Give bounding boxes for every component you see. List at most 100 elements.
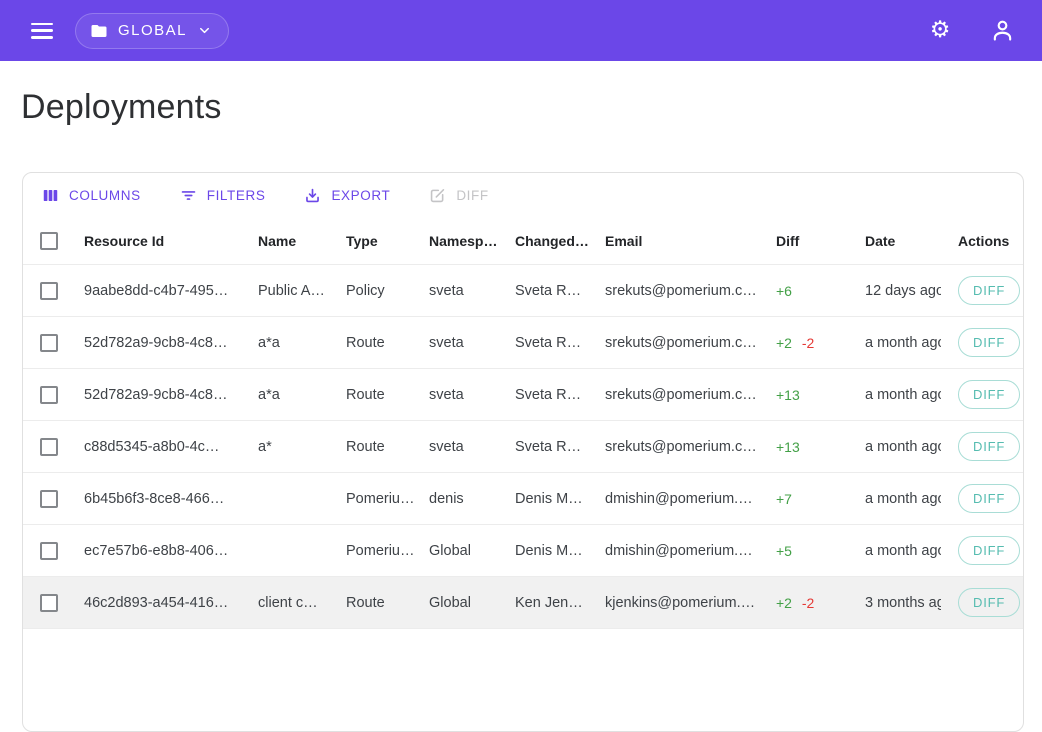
resource-id-cell: 6b45b6f3-8ce8-466… bbox=[84, 490, 225, 507]
date-cell: a month ago bbox=[865, 438, 941, 455]
row-checkbox[interactable] bbox=[40, 333, 58, 352]
row-diff-button[interactable]: DIFF bbox=[958, 484, 1021, 513]
col-type: Type bbox=[346, 232, 378, 249]
date-cell: a month ago bbox=[865, 542, 941, 559]
row-checkbox-cell bbox=[23, 333, 84, 352]
row-checkbox[interactable] bbox=[40, 385, 58, 404]
settings-button[interactable]: ⚙ bbox=[920, 11, 960, 51]
diff-cell: +2 -2 bbox=[776, 335, 865, 351]
email-cell: dmishin@pomerium.… bbox=[605, 542, 753, 559]
email-cell: kjenkins@pomerium.… bbox=[605, 594, 756, 611]
type-cell: Pomeriu… bbox=[346, 542, 415, 559]
date-cell: 3 months ago bbox=[865, 594, 941, 611]
view-columns-icon bbox=[41, 186, 60, 205]
row-checkbox-cell bbox=[23, 281, 84, 300]
row-diff-button[interactable]: DIFF bbox=[958, 380, 1021, 409]
row-checkbox[interactable] bbox=[40, 489, 58, 508]
actions-cell: DIFF bbox=[958, 432, 1023, 461]
row-checkbox[interactable] bbox=[40, 281, 58, 300]
diff-additions: +6 bbox=[776, 282, 792, 299]
filters-button[interactable]: FILTERS bbox=[179, 186, 266, 205]
actions-cell: DIFF bbox=[958, 588, 1023, 617]
menu-icon[interactable] bbox=[31, 22, 53, 39]
resource-id-cell: 9aabe8dd-c4b7-495… bbox=[84, 282, 229, 299]
diff-cell: +13 bbox=[776, 439, 865, 455]
row-checkbox[interactable] bbox=[40, 593, 58, 612]
col-name: Name bbox=[258, 232, 297, 249]
filters-label: FILTERS bbox=[206, 188, 266, 203]
table-row: 46c2d893-a454-416… client c… Route Globa… bbox=[23, 576, 1023, 628]
table-row: c88d5345-a8b0-4c… a* Route sveta Sveta R… bbox=[23, 420, 1023, 472]
resource-id-cell: 46c2d893-a454-416… bbox=[84, 594, 229, 611]
row-checkbox[interactable] bbox=[40, 437, 58, 456]
diff-additions: +2 bbox=[776, 334, 792, 351]
row-diff-button[interactable]: DIFF bbox=[958, 588, 1021, 617]
export-label: EXPORT bbox=[331, 188, 391, 203]
email-cell: srekuts@pomerium.c… bbox=[605, 438, 757, 455]
email-cell: srekuts@pomerium.c… bbox=[605, 282, 757, 299]
diff-cell: +7 bbox=[776, 491, 865, 507]
name-cell: a*a bbox=[258, 386, 280, 403]
row-diff-button[interactable]: DIFF bbox=[958, 276, 1021, 305]
email-cell: srekuts@pomerium.c… bbox=[605, 386, 757, 403]
changed-by-cell: Sveta R… bbox=[515, 438, 582, 455]
col-namespace: Namesp… bbox=[429, 232, 498, 249]
namespace-label: GLOBAL bbox=[118, 22, 188, 39]
email-cell: srekuts@pomerium.c… bbox=[605, 334, 757, 351]
table-toolbar: COLUMNS FILTERS EXPORT DIFF bbox=[23, 173, 1023, 217]
account-button[interactable] bbox=[982, 11, 1022, 51]
folder-icon bbox=[90, 22, 108, 40]
actions-cell: DIFF bbox=[958, 328, 1023, 357]
type-cell: Pomeriu… bbox=[346, 490, 415, 507]
type-cell: Route bbox=[346, 594, 385, 611]
table-row: 6b45b6f3-8ce8-466… Pomeriu… denis Denis … bbox=[23, 472, 1023, 524]
name-cell: Public A… bbox=[258, 282, 325, 299]
row-checkbox[interactable] bbox=[40, 541, 58, 560]
date-cell: a month ago bbox=[865, 490, 941, 507]
export-button[interactable]: EXPORT bbox=[303, 186, 390, 205]
diff-cell: +2 -2 bbox=[776, 595, 865, 611]
row-diff-button[interactable]: DIFF bbox=[958, 536, 1021, 565]
changed-by-cell: Sveta R… bbox=[515, 282, 582, 299]
app-bar: GLOBAL ⚙ bbox=[0, 0, 1042, 61]
changed-by-cell: Sveta R… bbox=[515, 386, 582, 403]
row-checkbox-cell bbox=[23, 437, 84, 456]
namespace-cell: sveta bbox=[429, 438, 464, 455]
partial-next-row bbox=[23, 628, 1023, 638]
resource-id-cell: ec7e57b6-e8b8-406… bbox=[84, 542, 229, 559]
table-row: ec7e57b6-e8b8-406… Pomeriu… Global Denis… bbox=[23, 524, 1023, 576]
diff-deletions: -2 bbox=[801, 334, 815, 351]
col-resource-id: Resource Id bbox=[84, 232, 165, 249]
namespace-cell: sveta bbox=[429, 334, 464, 351]
row-checkbox-cell bbox=[23, 385, 84, 404]
columns-label: COLUMNS bbox=[69, 188, 141, 203]
diff-additions: +7 bbox=[776, 490, 792, 507]
diff-cell: +5 bbox=[776, 543, 865, 559]
select-all-checkbox[interactable] bbox=[40, 231, 58, 250]
type-cell: Policy bbox=[346, 282, 385, 299]
row-diff-button[interactable]: DIFF bbox=[958, 432, 1021, 461]
diff-additions: +2 bbox=[776, 594, 792, 611]
diff-toolbar-button: DIFF bbox=[428, 186, 488, 205]
diff-toolbar-label: DIFF bbox=[456, 188, 489, 203]
namespace-selector[interactable]: GLOBAL bbox=[75, 12, 230, 49]
diff-cell: +6 bbox=[776, 283, 865, 299]
namespace-cell: sveta bbox=[429, 386, 464, 403]
header-checkbox-cell bbox=[23, 231, 84, 250]
deployments-card: COLUMNS FILTERS EXPORT DIFF Resource Id … bbox=[22, 172, 1024, 732]
name-cell: client c… bbox=[258, 594, 318, 611]
changed-by-cell: Denis M… bbox=[515, 490, 583, 507]
table-header-row: Resource Id Name Type Namesp… Changed… E… bbox=[23, 217, 1023, 264]
col-diff: Diff bbox=[776, 232, 800, 249]
namespace-cell: sveta bbox=[429, 282, 464, 299]
email-cell: dmishin@pomerium.… bbox=[605, 490, 753, 507]
edit-square-icon bbox=[428, 186, 447, 205]
columns-button[interactable]: COLUMNS bbox=[41, 186, 141, 205]
download-icon bbox=[303, 186, 322, 205]
col-date: Date bbox=[865, 232, 896, 249]
changed-by-cell: Denis M… bbox=[515, 542, 583, 559]
namespace-cell: Global bbox=[429, 542, 471, 559]
row-diff-button[interactable]: DIFF bbox=[958, 328, 1021, 357]
resource-id-cell: 52d782a9-9cb8-4c8… bbox=[84, 334, 228, 351]
person-icon bbox=[989, 17, 1016, 44]
